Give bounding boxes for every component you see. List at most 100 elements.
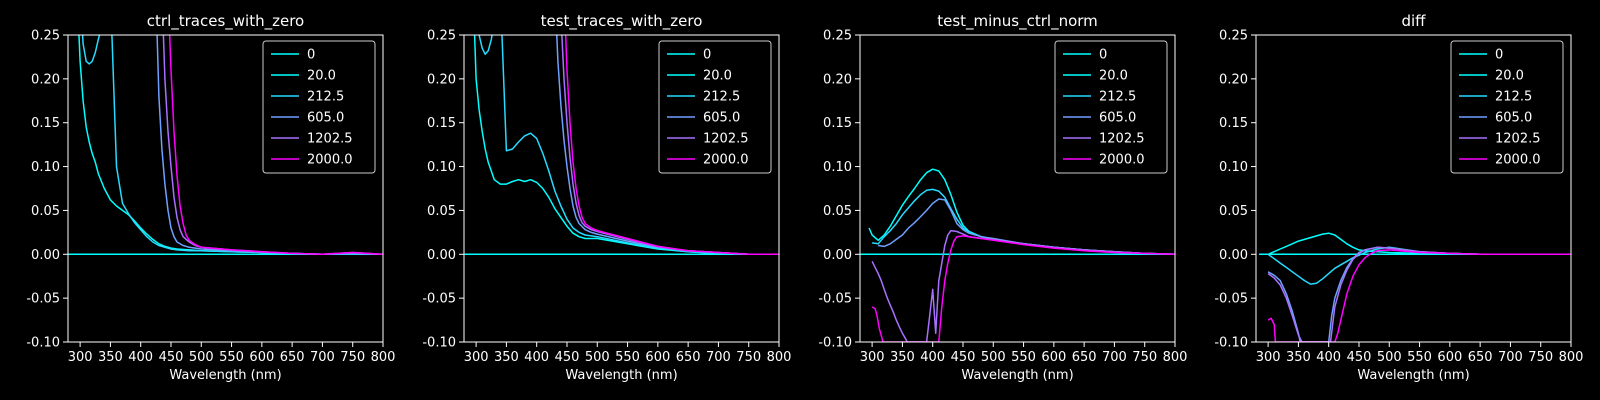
y-tick-label: 0.10 [427,160,456,175]
x-tick-label: 750 [1132,350,1157,365]
series-line-1202.5 [871,229,1175,342]
x-tick-label: 350 [494,350,519,365]
y-tick-label: 0.00 [427,248,456,263]
x-tick-label: 750 [1528,350,1553,365]
y-tick-label: 0.15 [823,116,852,131]
x-tick-label: 300 [68,350,93,365]
y-tick-label: -0.10 [1214,336,1248,351]
x-tick-label: 700 [706,350,731,365]
series-lines [860,168,1175,342]
legend-box [262,40,376,174]
x-tick-label: 400 [1316,350,1341,365]
legend-entry: 212.5 [307,90,344,105]
x-tick-label: 750 [340,350,365,365]
legend: 0 20.0 212.5 605.0 1202.5 2000.0 [1450,40,1564,174]
x-tick-label: 550 [1011,350,1036,365]
x-tick-label: 700 [1102,350,1127,365]
x-tick-label: 600 [645,350,670,365]
y-tick-label: -0.10 [818,336,852,351]
x-tick-label: 500 [189,350,214,365]
x-tick-label: 300 [1256,350,1281,365]
y-tick-label: 0.20 [1219,72,1248,87]
legend-entry: 0 [1495,48,1503,63]
x-tick-label: 800 [371,350,396,365]
y-tick-label: -0.10 [26,336,60,351]
legend-entry: 2000.0 [307,153,353,168]
x-tick-label: 650 [676,350,701,365]
legend-entry: 0 [307,48,315,63]
x-tick-label: 650 [1072,350,1097,365]
series-line-2000.0 [168,35,383,256]
y-tick-label: -0.05 [818,292,852,307]
legend-box [1450,40,1564,174]
legend-entry: 20.0 [1495,69,1524,84]
y-tick-label: -0.05 [422,292,456,307]
y-tick-label: 0.25 [427,29,456,44]
chart-panel-1: ctrl_traces_with_zero 300 350 400 450 500 550 6… [26,12,396,383]
legend-entry: 605.0 [1099,111,1136,126]
legend-entry: 20.0 [1099,69,1128,84]
legend: 0 20.0 212.5 605.0 1202.5 2000.0 [262,40,376,174]
y-tick-label: 0.00 [1219,248,1248,263]
legend-entry: 0 [1099,48,1107,63]
series-line-2000.0 [1267,249,1571,342]
x-tick-label: 750 [736,350,761,365]
x-tick-label: 300 [860,350,885,365]
y-tick-label: 0.10 [31,160,60,175]
legend-entry: 2000.0 [703,153,749,168]
chart-panel-2: test_traces_with_zero 300 350 400 450 500 550 6… [422,12,792,383]
axes-frame [67,34,384,343]
legend-entry: 1202.5 [703,132,749,147]
chart-title: test_minus_ctrl_norm [937,12,1098,31]
x-tick-label: 550 [219,350,244,365]
axes-frame [1255,34,1572,343]
x-axis-label: Wavelength (nm) [169,368,281,383]
y-tick-label: 0.25 [31,29,60,44]
x-tick-label: 600 [1041,350,1066,365]
y-tick-label: 0.05 [1219,204,1248,219]
legend-entry: 605.0 [307,111,344,126]
x-tick-label: 450 [159,350,184,365]
x-tick-label: 800 [1163,350,1188,365]
series-line-20.0 [473,35,779,256]
legend-entry: 2000.0 [1099,153,1145,168]
series-line-212.5 [478,35,779,256]
chart-title: diff [1401,12,1426,30]
series-lines [68,35,383,256]
legend-entry: 1202.5 [1099,132,1145,147]
legend-box [658,40,772,174]
chart-panel-3: test_minus_ctrl_norm 300 350 400 450 500 550 60… [818,12,1187,383]
x-tick-label: 500 [1377,350,1402,365]
x-tick-label: 650 [280,350,305,365]
y-tick-label: -0.05 [26,292,60,307]
x-axis-label: Wavelength (nm) [565,368,677,383]
y-tick-label: 0.25 [823,29,852,44]
x-tick-label: 800 [767,350,792,365]
y-tick-label: 0.00 [823,248,852,263]
x-tick-label: 400 [128,350,153,365]
y-tick-label: 0.05 [823,204,852,219]
y-tick-label: 0.15 [31,116,60,131]
x-tick-label: 400 [524,350,549,365]
chart-title: test_traces_with_zero [541,12,703,31]
chart-panel-4: diff 300 350 400 450 500 550 600 650 700 750 800 -0.… [1214,12,1583,383]
legend-entry: 605.0 [703,111,740,126]
x-tick-label: 400 [920,350,945,365]
x-tick-label: 450 [555,350,580,365]
legend: 0 20.0 212.5 605.0 1202.5 2000.0 [658,40,772,174]
x-tick-label: 500 [585,350,610,365]
x-tick-label: 700 [310,350,335,365]
legend-entry: 212.5 [1495,90,1532,105]
x-axis-label: Wavelength (nm) [1357,368,1469,383]
x-tick-label: 800 [1559,350,1584,365]
legend-entry: 2000.0 [1495,153,1541,168]
legend-entry: 212.5 [703,90,740,105]
x-tick-label: 600 [1437,350,1462,365]
y-tick-label: 0.15 [427,116,456,131]
y-tick-label: 0.05 [427,204,456,219]
chart-title: ctrl_traces_with_zero [147,12,304,31]
legend-entry: 20.0 [307,69,336,84]
x-tick-label: 500 [981,350,1006,365]
